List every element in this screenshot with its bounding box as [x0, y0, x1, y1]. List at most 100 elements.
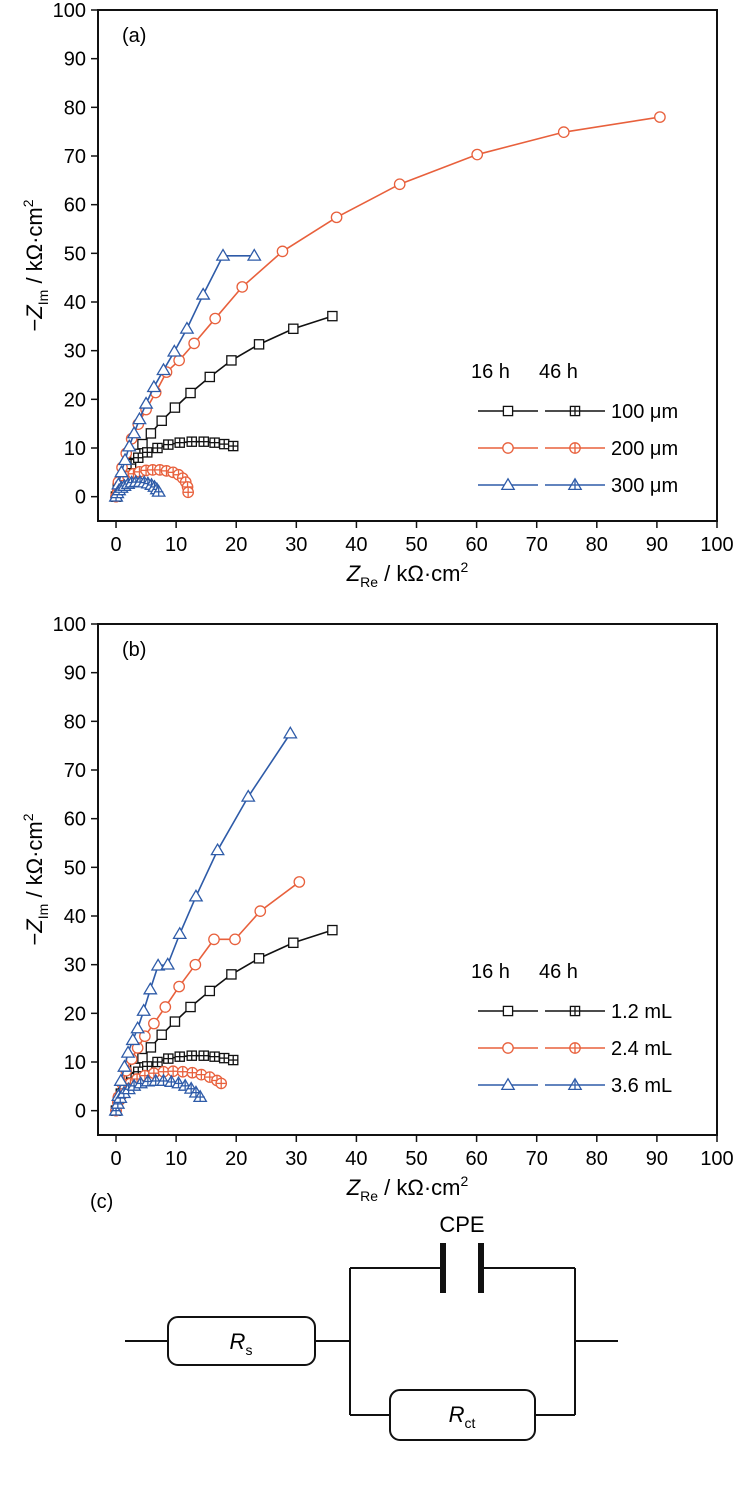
legend-marker-46h-a — [567, 477, 583, 490]
x-tick-label-b: 0 — [110, 1148, 121, 1170]
y-axis-title-a: −ZIm / kΩ·cm2 — [20, 199, 51, 331]
data-point-b-1 — [174, 1051, 185, 1062]
legend-marker-16h-b — [502, 1005, 514, 1017]
panel-b-chart: 0 10 20 30 40 50 60 70 80 90 100 0 10 20 30 40 50 60 70 80 9… — [20, 614, 734, 1204]
legend-header-46h-a: 46 h — [539, 361, 578, 383]
data-point-a-0 — [327, 310, 338, 322]
x-axis-title-b: ZRe / kΩ·cm2 — [346, 1173, 469, 1204]
data-point-b-1 — [218, 1052, 230, 1064]
y-tick-label-a: 20 — [64, 389, 86, 411]
data-point-b-2 — [189, 958, 202, 971]
x-tick-label-a: 100 — [700, 534, 733, 556]
panel-a-chart: 0 10 20 30 40 50 60 70 80 90 100 0 10 20 30 40 50 60 70 80 9… — [20, 0, 734, 590]
data-point-a-2 — [654, 111, 666, 123]
data-point-b-4 — [172, 926, 188, 939]
data-point-a-1 — [218, 438, 230, 450]
data-point-b-0 — [145, 1042, 157, 1053]
data-point-b-4 — [160, 957, 176, 970]
data-point-b-4 — [210, 842, 225, 856]
y-axis-title-b: −ZIm / kΩ·cm2 — [20, 813, 51, 945]
panel-label-a: (a) — [122, 25, 146, 47]
data-point-a-4 — [126, 425, 142, 439]
legend-label-a: 200 μm — [611, 438, 678, 460]
x-tick-label-b: 70 — [526, 1148, 548, 1170]
data-point-b-0 — [327, 924, 338, 936]
y-tick-label-b: 80 — [64, 711, 86, 733]
data-point-a-4 — [146, 379, 162, 393]
data-point-b-4 — [142, 982, 158, 995]
legend-marker-46h-b — [569, 1005, 581, 1017]
data-point-a-2 — [236, 281, 249, 293]
legend-header-46h-b: 46 h — [539, 961, 578, 983]
legend-marker-16h-a — [502, 405, 514, 417]
data-point-b-3 — [215, 1077, 228, 1090]
data-point-b-4 — [240, 789, 256, 802]
y-tick-label-a: 100 — [53, 0, 86, 22]
legend-label-a: 300 μm — [611, 475, 678, 497]
data-point-a-0 — [253, 339, 265, 350]
panel-c-circuit: (c) CPE Rs Rct — [90, 1191, 618, 1441]
x-tick-label-a: 20 — [225, 534, 247, 556]
data-point-b-2 — [229, 933, 241, 946]
data-point-b-4 — [188, 889, 204, 902]
data-point-b-1 — [227, 1054, 239, 1066]
x-tick-label-a: 60 — [465, 534, 487, 556]
data-point-b-4 — [120, 1045, 136, 1058]
x-axis-title-a: ZRe / kΩ·cm2 — [346, 559, 469, 590]
data-point-a-4 — [215, 248, 231, 261]
y-tick-label-a: 0 — [75, 487, 86, 509]
data-point-a-0 — [156, 415, 167, 426]
data-point-b-4 — [130, 1020, 146, 1034]
y-tick-label-b: 60 — [64, 809, 86, 831]
data-point-a-1 — [209, 437, 220, 448]
rct-label: Rct — [449, 1402, 476, 1431]
x-tick-label-b: 20 — [225, 1148, 247, 1170]
y-tick-label-b: 40 — [64, 906, 86, 928]
y-tick-label-b: 20 — [64, 1003, 86, 1025]
data-point-a-2 — [330, 211, 343, 224]
x-tick-label-a: 90 — [646, 534, 668, 556]
legend-marker-16h-b — [502, 1042, 514, 1054]
data-point-a-3 — [182, 486, 194, 499]
y-tick-label-b: 70 — [64, 760, 86, 782]
y-tick-label-a: 70 — [64, 146, 86, 168]
x-tick-label-b: 40 — [345, 1148, 367, 1170]
y-tick-label-b: 0 — [75, 1101, 86, 1123]
data-point-a-0 — [204, 371, 216, 383]
x-tick-label-a: 70 — [526, 534, 548, 556]
x-tick-label-a: 80 — [586, 534, 608, 556]
data-point-a-0 — [288, 323, 299, 335]
rs-label: Rs — [230, 1329, 253, 1358]
y-tick-label-a: 40 — [64, 292, 86, 314]
y-tick-label-a: 60 — [64, 195, 86, 217]
data-point-a-4 — [195, 287, 211, 300]
legend-label-b: 3.6 mL — [611, 1075, 672, 1097]
data-point-b-4 — [136, 1003, 152, 1016]
data-point-a-2 — [173, 354, 185, 367]
plot-frame-a — [97, 9, 718, 522]
x-tick-label-a: 30 — [285, 534, 307, 556]
data-point-a-1 — [227, 440, 239, 452]
y-tick-label-b: 100 — [53, 614, 86, 636]
data-point-b-4 — [117, 1059, 132, 1072]
x-tick-label-b: 10 — [165, 1148, 187, 1170]
data-point-a-2 — [471, 148, 484, 161]
legend-header-16h-b: 16 h — [471, 961, 510, 983]
cpe-label: CPE — [439, 1212, 484, 1237]
data-point-b-2 — [208, 933, 220, 946]
data-point-b-0 — [185, 1001, 196, 1013]
legend-marker-46h-b — [567, 1077, 583, 1090]
data-point-b-2 — [139, 1030, 151, 1043]
data-point-b-5 — [192, 1089, 208, 1103]
y-tick-label-b: 30 — [64, 955, 86, 977]
data-point-a-0 — [169, 402, 181, 413]
x-tick-label-b: 100 — [700, 1148, 733, 1170]
x-tick-label-a: 0 — [110, 534, 121, 556]
y-tick-label-b: 50 — [64, 857, 86, 879]
data-point-b-4 — [125, 1032, 141, 1046]
data-point-b-1 — [209, 1051, 220, 1062]
data-point-a-1 — [198, 436, 210, 447]
y-tick-label-a: 30 — [64, 341, 86, 363]
legend-header-16h-a: 16 h — [471, 361, 510, 383]
